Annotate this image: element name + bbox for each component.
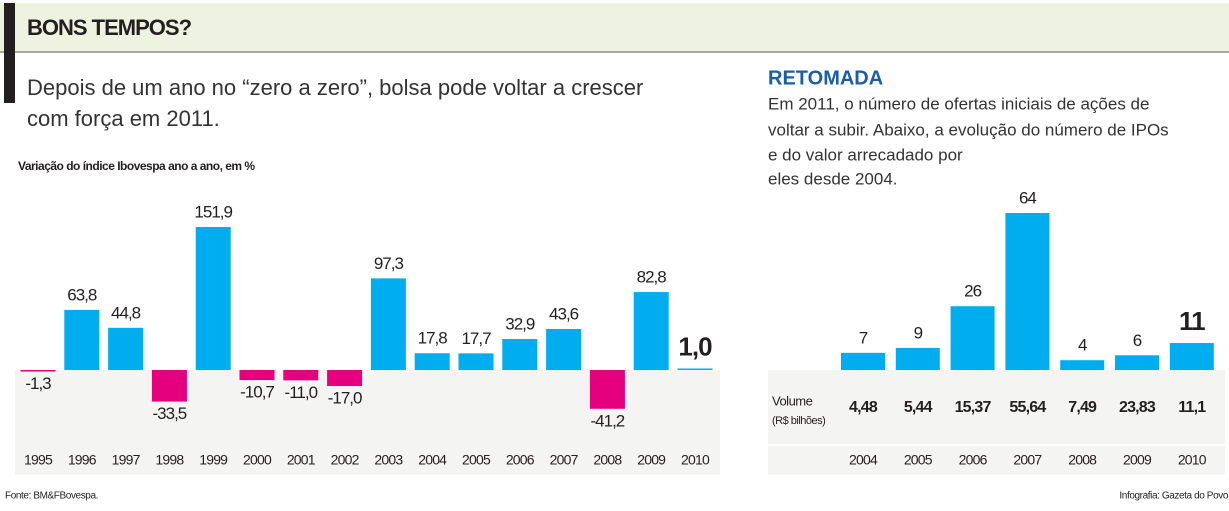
bar	[195, 227, 231, 370]
value-label: 11	[1179, 306, 1205, 336]
lead: Depois de um ano no “zero a zero”, bolsa…	[27, 75, 643, 100]
bar	[414, 353, 450, 370]
value-label: -41,2	[591, 411, 625, 430]
value-label: -17,0	[328, 388, 362, 407]
row-label: Volume	[772, 393, 813, 408]
description: e do valor arrecadado por	[768, 145, 963, 164]
value-label: 1,0	[678, 331, 712, 361]
bar	[633, 292, 669, 370]
value-label: -11,0	[285, 383, 318, 402]
value-label: 17,7	[461, 329, 491, 348]
value-label: 6	[1133, 331, 1142, 350]
x-tick-label: 2008	[1068, 452, 1097, 468]
x-tick-label: 2010	[681, 452, 710, 468]
row-unit: (R$ bilhões)	[772, 415, 825, 427]
table-cell: 4,48	[849, 399, 878, 416]
x-tick-label: 1997	[112, 452, 141, 468]
x-tick-label: 2005	[904, 452, 933, 468]
x-tick-label: 2007	[1013, 452, 1042, 468]
bar	[239, 370, 275, 381]
value-label: 44,8	[111, 303, 141, 322]
x-tick-label: 2002	[331, 452, 360, 468]
bar	[677, 368, 713, 370]
bar	[1060, 360, 1105, 370]
bar	[841, 352, 885, 370]
value-label: 9	[914, 323, 923, 342]
x-tick-label: 2008	[593, 452, 622, 468]
bar	[108, 327, 144, 370]
value-label: 64	[1019, 188, 1036, 207]
value-label: 17,8	[418, 329, 448, 348]
header-mark	[4, 3, 15, 103]
value-label: 63,8	[67, 285, 97, 304]
value-label: -1,3	[25, 374, 51, 393]
x-tick-label: 2000	[243, 452, 272, 468]
value-label: 32,9	[505, 315, 535, 334]
bar	[1169, 343, 1214, 370]
description: Em 2011, o número de ofertas iniciais de…	[768, 94, 1149, 113]
table-cell: 23,83	[1119, 399, 1156, 416]
header-band	[0, 3, 1229, 52]
source: Fonte: BM&FBovespa.	[5, 491, 98, 502]
value-label: 43,6	[549, 304, 579, 323]
x-tick-label: 2006	[506, 452, 535, 468]
x-tick-label: 1995	[24, 452, 53, 468]
x-tick-label: 1999	[199, 452, 228, 468]
bar	[327, 370, 363, 387]
x-tick-label: 2005	[462, 452, 491, 468]
bar	[64, 309, 100, 370]
x-tick-label: 2007	[550, 452, 579, 468]
bar	[458, 353, 494, 370]
bar	[950, 306, 995, 370]
headline: BONS TEMPOS?	[27, 15, 192, 40]
x-tick-label: 2009	[637, 452, 666, 468]
bar	[502, 339, 538, 370]
description: voltar a subir. Abaixo, a evolução do nú…	[768, 120, 1169, 139]
x-tick-label: 1998	[155, 452, 184, 468]
bar	[1115, 355, 1159, 370]
value-label: 82,8	[637, 268, 667, 287]
value-label: -33,5	[153, 404, 187, 423]
table-cell: 11,1	[1178, 399, 1206, 416]
bar	[20, 370, 56, 372]
x-tick-label: 2010	[1178, 452, 1207, 468]
x-tick-label: 1996	[68, 452, 97, 468]
x-tick-label: 2006	[959, 452, 988, 468]
table-cell: 7,49	[1068, 399, 1097, 416]
bar	[895, 347, 940, 370]
bar	[370, 278, 406, 370]
credit: Infografia: Gazeta do Povo	[1119, 491, 1228, 502]
x-tick-label: 2004	[849, 452, 878, 468]
description: eles desde 2004.	[768, 169, 898, 188]
table-cell: 15,37	[955, 399, 992, 416]
bar	[283, 370, 319, 381]
table-cell: 55,64	[1009, 399, 1046, 416]
value-label: -10,7	[240, 383, 274, 402]
value-label: 26	[964, 282, 981, 301]
bar	[151, 370, 187, 402]
x-tick-label: 2009	[1123, 452, 1152, 468]
chart-title: RETOMADA	[768, 67, 883, 89]
x-tick-label: 2004	[418, 452, 447, 468]
value-label: 97,3	[374, 254, 404, 273]
x-tick-label: 2003	[374, 452, 403, 468]
table-panel	[768, 370, 1225, 475]
bar	[546, 328, 582, 370]
value-label: 151,9	[194, 202, 232, 221]
table-cell: 5,44	[904, 399, 933, 416]
value-label: 7	[859, 328, 868, 347]
x-tick-label: 2001	[287, 452, 316, 468]
value-label: 4	[1078, 336, 1087, 355]
bar	[1005, 213, 1050, 370]
chart-title: Variação do índice Ibovespa ano a ano, e…	[18, 159, 255, 173]
lead: com força em 2011.	[27, 106, 220, 131]
bar	[589, 370, 625, 409]
